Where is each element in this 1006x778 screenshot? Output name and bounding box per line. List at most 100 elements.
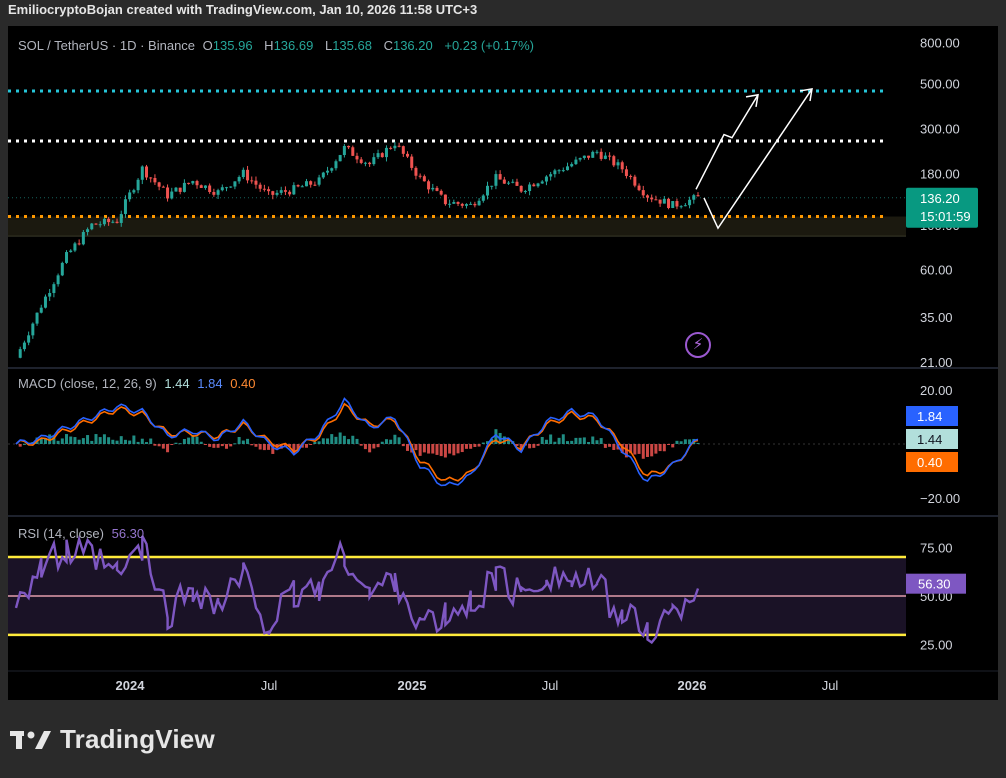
macd-histogram-bar <box>460 444 464 453</box>
support-zone <box>8 216 906 237</box>
candle-body <box>397 145 401 147</box>
candle-body <box>620 162 624 170</box>
candle-body <box>629 175 633 177</box>
macd-histogram-bar <box>667 444 671 445</box>
candle-body <box>132 190 136 193</box>
candle-body <box>136 179 140 191</box>
macd-histogram-bar <box>115 440 119 444</box>
candle-body <box>233 181 237 187</box>
macd-line-badge-value: 1.84 <box>917 409 942 424</box>
macd-histogram-bar <box>376 444 380 448</box>
macd-histogram-bar <box>48 434 52 444</box>
macd-histogram-bar <box>452 444 456 456</box>
macd-histogram-bar <box>608 444 612 447</box>
price-axis-label: 21.00 <box>920 355 953 370</box>
candle-body <box>77 243 81 245</box>
macd-label[interactable]: MACD (close, 12, 26, 9) <box>18 376 157 391</box>
macd-histogram-bar <box>519 444 523 452</box>
macd-histogram-bar <box>355 438 359 444</box>
macd-histogram-bar <box>553 441 557 444</box>
macd-histogram-bar <box>279 444 283 449</box>
candle-body <box>650 197 654 200</box>
candle-body <box>43 296 47 308</box>
candle-body <box>679 206 683 208</box>
candle-body <box>688 199 692 206</box>
macd-histogram-bar <box>136 441 140 444</box>
candle-body <box>65 252 69 263</box>
rsi-badge-value: 56.30 <box>918 577 951 592</box>
time-axis-label: 2025 <box>398 678 427 693</box>
macd-histogram-bar <box>161 444 165 449</box>
candle-body <box>69 250 73 253</box>
macd-histogram-bar <box>178 443 182 445</box>
candle-body <box>557 170 561 172</box>
macd-histogram-bar <box>549 434 553 444</box>
macd-histogram-bar <box>528 444 532 449</box>
macd-histogram-bar <box>81 438 85 444</box>
candle-body <box>553 170 557 175</box>
candle-body <box>317 177 321 185</box>
candle-body <box>544 176 548 182</box>
candle-body <box>309 181 313 185</box>
macd-histogram-bar <box>557 437 561 444</box>
macd-histogram-bar <box>22 443 26 445</box>
candle-body <box>145 166 149 178</box>
macd-histogram-bar <box>372 444 376 449</box>
candle-body <box>254 180 258 185</box>
candle-body <box>692 195 696 200</box>
symbol-label[interactable]: SOL / TetherUS · 1D · Binance <box>18 38 196 53</box>
macd-axis-label: 20.00 <box>920 383 953 398</box>
macd-histogram-bar <box>397 437 401 444</box>
candle-body <box>18 349 22 358</box>
candle-body <box>599 151 603 159</box>
chart-canvas[interactable]: 800.00500.00300.00180.00100.0060.0035.00… <box>8 26 998 700</box>
macd-histogram-bar <box>641 444 645 459</box>
macd-histogram-bar <box>145 442 149 444</box>
macd-histogram-bar <box>52 435 56 444</box>
macd-histogram-bar <box>246 438 250 444</box>
candle-body <box>603 155 607 159</box>
candle-body <box>304 181 308 187</box>
macd-histogram-bar <box>326 438 330 444</box>
candle-body <box>27 335 31 343</box>
macd-histogram-bar <box>679 441 683 444</box>
candle-body <box>292 185 296 195</box>
macd-histogram-bar <box>153 444 157 446</box>
macd-histogram-bar <box>380 441 384 444</box>
macd-histogram-bar <box>149 438 153 444</box>
candle-body <box>224 187 228 189</box>
rsi-label[interactable]: RSI (14, close) <box>18 526 104 541</box>
macd-histogram-bar <box>174 442 178 444</box>
macd-histogram-bar <box>199 441 203 444</box>
macd-histogram-bar <box>347 439 351 444</box>
macd-histogram-bar <box>250 444 254 446</box>
candle-body <box>469 203 473 205</box>
candle-series <box>18 141 700 359</box>
candle-body <box>94 223 98 225</box>
macd-histogram-bar <box>532 444 536 448</box>
candle-body <box>128 192 132 200</box>
macd-histogram-bar <box>195 436 199 444</box>
candle-body <box>31 323 35 336</box>
candle-body <box>195 181 199 186</box>
candle-body <box>330 168 334 171</box>
macd-histogram-bar <box>216 444 220 448</box>
price-axis-label: 60.00 <box>920 263 953 278</box>
candle-body <box>658 199 662 204</box>
chart-frame[interactable]: 800.00500.00300.00180.00100.0060.0035.00… <box>8 26 998 700</box>
time-axis-label: 2026 <box>678 678 707 693</box>
macd-histogram-bar <box>334 436 338 444</box>
macd-histogram-bar <box>507 439 511 444</box>
candle-body <box>410 156 414 168</box>
rsi-axis-label: 25.00 <box>920 638 953 653</box>
lightning-icon[interactable]: ⚡ <box>685 332 711 358</box>
macd-histogram-bar <box>406 444 410 451</box>
tradingview-logo[interactable]: TradingView <box>10 724 215 755</box>
macd-histogram-bar <box>182 438 186 444</box>
macd-signal-line <box>15 402 699 482</box>
rsi-badge <box>906 573 966 594</box>
candle-body <box>662 198 666 204</box>
macd-histogram-bar <box>254 444 258 447</box>
macd-histogram-bar <box>591 436 595 444</box>
macd-histogram-bar <box>65 434 69 444</box>
